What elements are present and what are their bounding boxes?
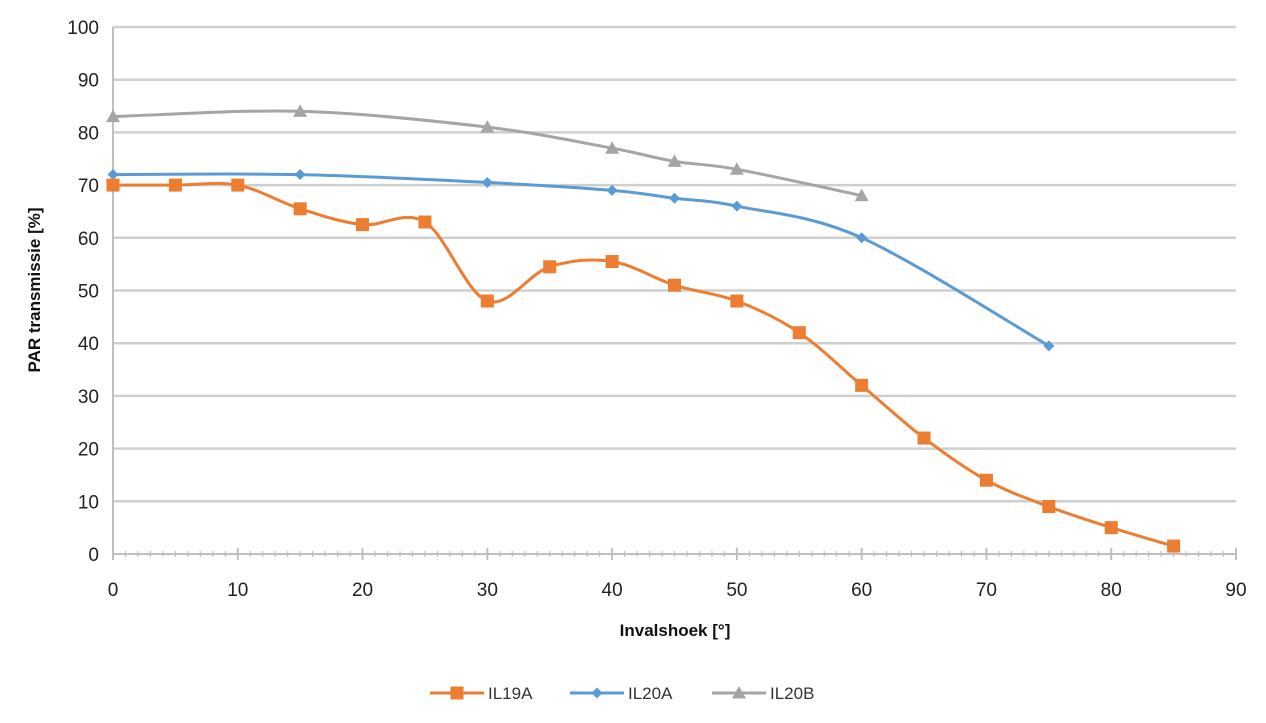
x-axis-title: Invalshoek [°] [620,621,731,640]
point-il20a-40 [606,184,618,196]
x-tick-label-8: 80 [1101,580,1122,601]
point-il20b-30 [480,120,495,133]
point-il20a-50 [731,200,743,212]
point-il19a-75 [1042,500,1056,514]
y-tick-label-7: 70 [78,176,99,197]
point-il19a-80 [1104,521,1118,535]
point-il19a-20 [356,218,370,232]
y-axis-title: PAR transmissie [%] [25,207,44,372]
x-tick-label-9: 90 [1225,580,1246,601]
legend-label-il20a: IL20A [628,684,673,703]
legend-item-il20b: IL20B [712,684,814,703]
y-tick-label-10: 100 [67,18,99,39]
point-il20b-40 [605,141,620,154]
point-il19a-70 [979,473,993,487]
y-tick-label-5: 50 [78,282,99,303]
point-il20a-15 [294,169,306,181]
point-il20a-45 [669,192,680,204]
point-il19a-65 [917,431,931,445]
y-tick-label-3: 30 [78,387,99,408]
series-group [106,104,1181,553]
point-il20a-60 [856,232,868,244]
point-il19a-50 [730,294,744,308]
point-il20a-75 [1043,340,1055,352]
series-il19a [106,178,1181,553]
point-il20a-0 [107,169,119,181]
point-il19a-10 [231,178,245,192]
legend-item-il20a: IL20A [570,684,673,703]
point-il19a-85 [1167,539,1181,553]
point-il19a-30 [480,294,494,308]
y-tick-label-2: 20 [78,440,99,461]
point-il19a-15 [293,202,307,216]
point-il19a-60 [855,378,869,392]
point-il20b-0 [106,109,120,123]
axes [112,27,1237,560]
y-tick-label-0: 0 [88,545,99,566]
legend-marker-il19a [450,686,464,700]
legend-item-il19a: IL19A [430,684,533,703]
x-tick-label-0: 0 [108,580,119,601]
legend-marker-il20a [591,687,603,699]
point-il20b-45 [667,154,682,167]
point-il19a-40 [605,255,619,269]
x-tick-label-2: 20 [352,580,373,601]
point-il19a-5 [168,178,182,192]
series-il20b [106,104,869,202]
legend-label-il20b: IL20B [770,684,814,703]
x-tick-label-1: 10 [227,580,248,601]
point-il20a-30 [481,176,493,188]
x-tick-label-6: 60 [851,580,872,601]
legend-label-il19a: IL19A [488,684,533,703]
series-il20a [107,169,1055,352]
point-il19a-35 [543,260,557,274]
point-il20b-15 [293,104,308,117]
point-il19a-0 [106,178,120,192]
y-tick-label-8: 80 [78,123,99,144]
point-il19a-25 [418,215,432,229]
gridlines [113,25,1236,503]
point-il19a-55 [792,326,806,340]
point-il20b-60 [854,188,869,202]
tick-labels: 0 10 20 30 40 50 60 70 80 90 100 0 10 20 30 40 50 60 70 80 9… [67,18,1246,601]
x-tick-label-3: 30 [477,580,498,601]
x-tick-label-5: 50 [726,580,747,601]
point-il20b-50 [729,162,744,175]
y-tick-label-4: 40 [78,334,99,355]
point-il19a-45 [668,278,681,292]
legend-marker-il20b [732,686,746,699]
y-tick-label-1: 10 [78,492,99,513]
y-tick-label-9: 90 [78,71,99,92]
y-tick-label-6: 60 [78,229,99,250]
x-tick-label-7: 70 [976,580,997,601]
x-tick-label-4: 40 [602,580,623,601]
legend: IL19A IL20A IL20B [430,684,814,703]
